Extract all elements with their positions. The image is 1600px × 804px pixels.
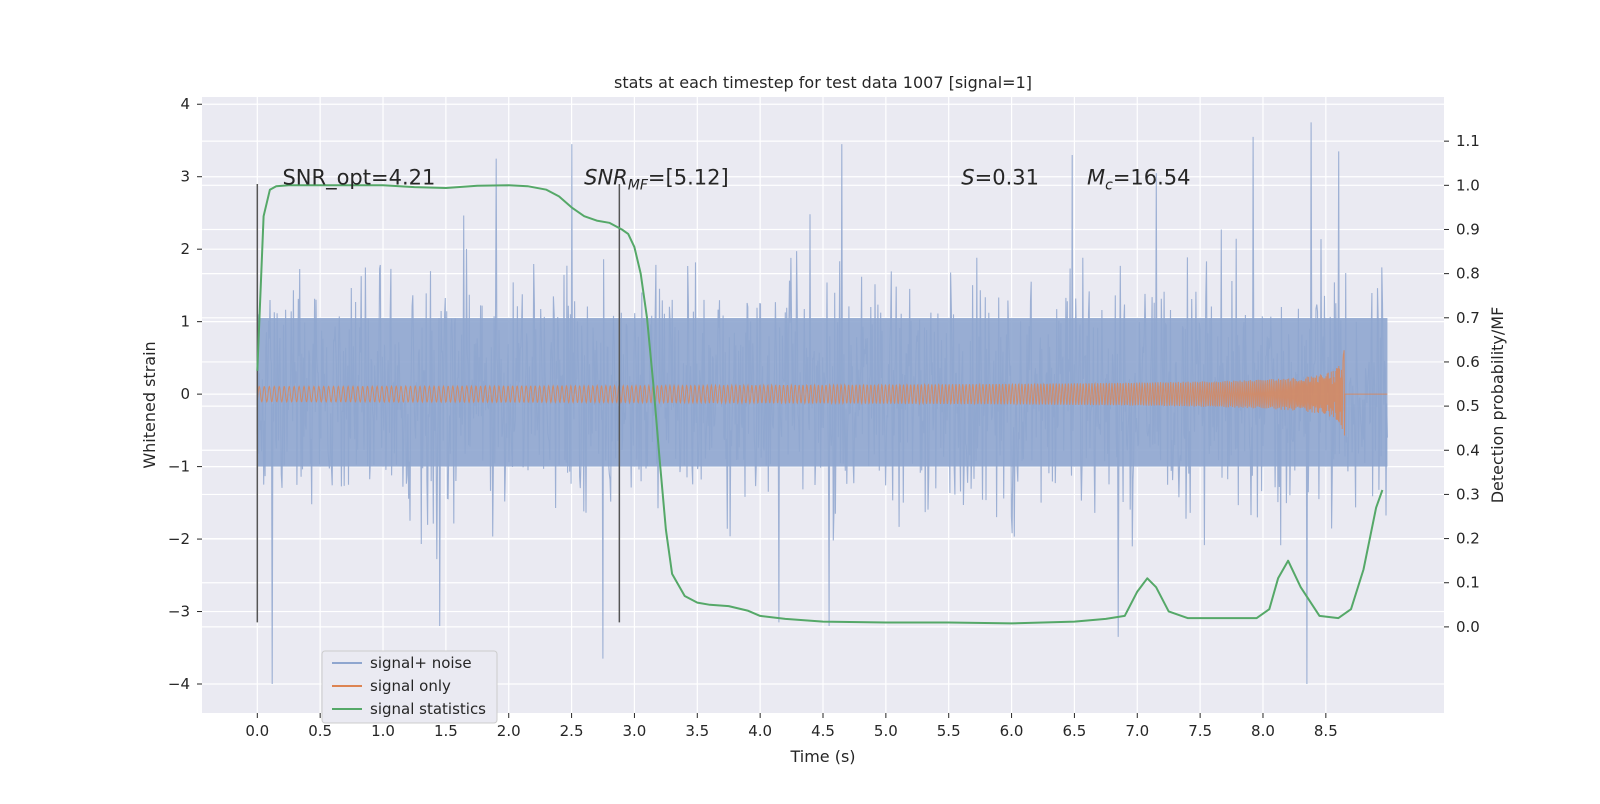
y-right-tick-label: 0.6	[1456, 353, 1480, 371]
x-tick-label: 3.5	[685, 722, 709, 740]
y-left-tick-label: −1	[168, 458, 190, 476]
x-tick-label: 2.0	[497, 722, 521, 740]
signal-only-line	[256, 350, 1388, 436]
x-tick-label: 5.5	[937, 722, 961, 740]
y-right-tick-label: 0.4	[1456, 441, 1480, 459]
y-left-tick-label: −4	[168, 675, 190, 693]
annotations: SNR_opt=4.21 SNRMF=[5.12] S=0.31 Mc=16.5…	[282, 166, 1190, 194]
y-right-tick-label: 0.5	[1456, 397, 1480, 415]
x-axis-label: Time (s)	[789, 747, 855, 766]
y-left-axis-label: Whitened strain	[140, 341, 159, 468]
y-left-tick-label: −3	[168, 603, 190, 621]
x-tick-label: 2.5	[560, 722, 584, 740]
legend-label-signal-statistics: signal statistics	[370, 700, 486, 718]
y-left-tick-label: −2	[168, 530, 190, 548]
y-left-tick-label: 0	[180, 385, 190, 403]
y-right-axis-ticks: 0.0 0.1 0.2 0.3 0.4 0.5 0.6 0.7 0.8 0.9 1.0 1.1	[1444, 132, 1480, 636]
y-right-tick-label: 0.0	[1456, 618, 1480, 636]
signal-statistics-series	[256, 184, 1384, 625]
x-tick-label: 3.0	[623, 722, 647, 740]
x-tick-label: 5.0	[874, 722, 898, 740]
x-tick-label: 1.5	[434, 722, 458, 740]
annotation-s-value: S=0.31	[961, 166, 1039, 190]
x-tick-label: 8.5	[1314, 722, 1338, 740]
legend-label-signal-only: signal only	[370, 677, 451, 695]
x-axis-ticks: 0.0 0.5 1.0 1.5 2.0 2.5 3.0 3.5 4.0 4.5 5.0 5.5 6.0 6…	[245, 713, 1338, 740]
vertical-markers	[256, 183, 621, 623]
x-tick-label: 7.0	[1125, 722, 1149, 740]
y-right-tick-label: 1.1	[1456, 132, 1480, 150]
y-left-tick-label: 4	[180, 95, 190, 113]
y-right-tick-label: 0.3	[1456, 485, 1480, 503]
y-right-tick-label: 1.0	[1456, 176, 1480, 194]
y-left-tick-label: 2	[180, 240, 190, 258]
chart-title: stats at each timestep for test data 100…	[614, 73, 1032, 92]
annotation-snr-opt: SNR_opt=4.21	[282, 166, 435, 191]
y-right-axis-label: Detection probability/MF	[1488, 307, 1507, 504]
annotation-chirp-mass: Mc=16.54	[1087, 166, 1191, 194]
legend-label-signal-noise: signal+ noise	[370, 654, 472, 672]
x-tick-label: 6.5	[1062, 722, 1086, 740]
y-left-axis-ticks: −4 −3 −2 −1 0 1 2 3 4	[168, 95, 202, 693]
y-left-tick-label: 1	[180, 313, 190, 331]
legend-box	[321, 650, 498, 724]
x-tick-label: 8.0	[1251, 722, 1275, 740]
y-left-tick-label: 3	[180, 168, 190, 186]
signal-only-series	[256, 350, 1388, 436]
x-tick-label: 7.5	[1188, 722, 1212, 740]
y-right-tick-label: 0.8	[1456, 265, 1480, 283]
x-tick-label: 4.0	[748, 722, 772, 740]
x-tick-label: 4.5	[811, 722, 835, 740]
y-right-tick-label: 0.1	[1456, 574, 1480, 592]
annotation-snr-mf: SNRMF=[5.12]	[584, 166, 729, 194]
x-tick-label: 0.0	[245, 722, 269, 740]
signal-statistics-line	[256, 184, 1384, 625]
y-right-tick-label: 0.7	[1456, 309, 1480, 327]
y-right-tick-label: 0.2	[1456, 530, 1480, 548]
x-tick-label: 0.5	[308, 722, 332, 740]
y-right-tick-label: 0.9	[1456, 220, 1480, 238]
x-tick-label: 1.0	[371, 722, 395, 740]
legend: signal+ noise signal only signal statist…	[321, 650, 498, 724]
x-tick-label: 6.0	[1000, 722, 1024, 740]
